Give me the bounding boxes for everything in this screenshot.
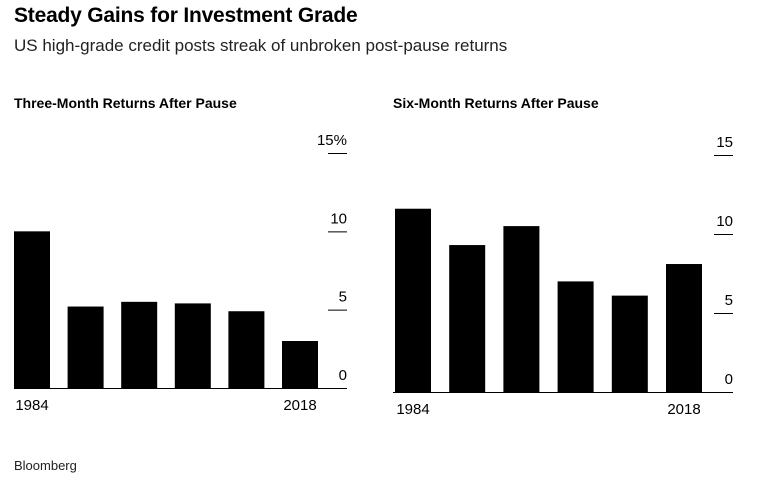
bar-5	[611, 295, 648, 392]
bar-2	[449, 245, 486, 392]
bar-5	[228, 311, 265, 388]
bar-6	[666, 264, 702, 392]
y-tick-label: 10	[716, 213, 733, 230]
bar-6	[282, 341, 318, 388]
chart-title-six-month: Six-Month Returns After Pause	[393, 95, 599, 111]
y-tick-label: 0	[725, 371, 733, 388]
bar-2	[67, 306, 104, 388]
x-tick-label: 1984	[15, 397, 48, 414]
bar-4	[557, 281, 594, 392]
page-subtitle: US high-grade credit posts streak of unb…	[14, 36, 508, 55]
bar-1	[395, 208, 431, 392]
source-label: Bloomberg	[14, 458, 77, 473]
y-tick-label: 0	[339, 367, 347, 384]
bar-3	[503, 226, 540, 392]
bar-4	[174, 303, 211, 388]
chart-title-three-month: Three-Month Returns After Pause	[14, 95, 237, 111]
y-tick-label: 10	[330, 210, 347, 227]
y-tick-label: 5	[725, 292, 733, 309]
page-title: Steady Gains for Investment Grade	[14, 4, 358, 27]
bar-3	[121, 301, 158, 388]
y-tick-label: 15	[716, 134, 733, 151]
x-tick-label: 2018	[667, 401, 700, 418]
x-tick-label: 2018	[283, 397, 316, 414]
bar-1	[14, 231, 50, 388]
x-tick-label: 1984	[396, 401, 429, 418]
y-tick-label: 15%	[317, 132, 347, 149]
y-tick-label: 5	[339, 289, 347, 306]
